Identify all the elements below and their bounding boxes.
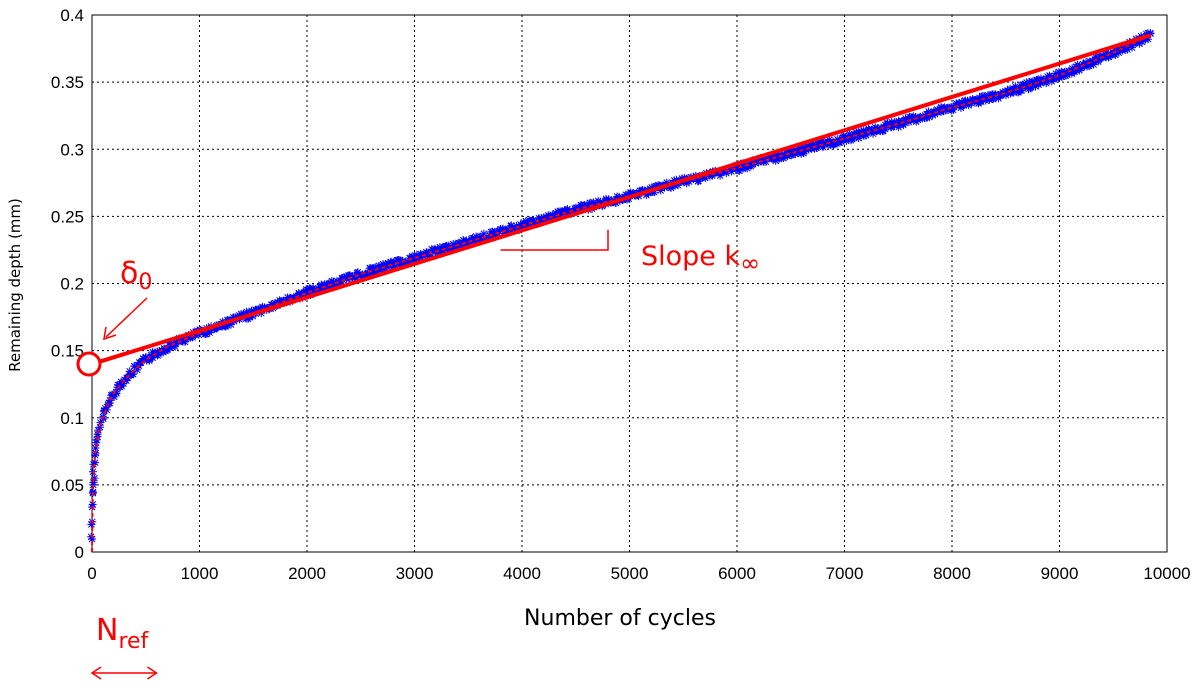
star-stroke (89, 481, 97, 489)
star-stroke (627, 189, 634, 196)
plot-frame (91, 14, 1168, 553)
star-stroke (1034, 76, 1041, 84)
star-stroke (128, 370, 136, 378)
y-tick-label: 0.15 (51, 342, 84, 361)
y-tick-label: 0 (75, 543, 84, 562)
y-axis-ticks: 0 0.05 0.1 0.15 0.2 0.25 0.3 0.35 0.4 (51, 6, 84, 562)
star-stroke (88, 521, 95, 528)
data-point (89, 480, 98, 489)
star-stroke (480, 230, 488, 238)
x-tick-label: 9000 (1041, 564, 1079, 583)
y-tick-label: 0.3 (60, 140, 84, 159)
x-tick-label: 6000 (718, 564, 756, 583)
star-stroke (489, 228, 496, 236)
x-tick-label: 1000 (181, 564, 219, 583)
star-stroke (91, 459, 99, 466)
y-tick-label: 0.2 (60, 275, 84, 294)
data-point (205, 328, 214, 337)
star-stroke (799, 143, 807, 151)
x-axis-ticks: 0 1000 2000 3000 4000 5000 6000 7000 8000 9000 100… (87, 564, 1190, 583)
x-tick-label: 10000 (1143, 564, 1190, 583)
y-tick-label: 0.1 (60, 409, 84, 428)
y-tick-label: 0.35 (51, 73, 84, 92)
star-stroke (92, 444, 99, 452)
x-tick-label: 8000 (933, 564, 971, 583)
y-tick-label: 0.4 (60, 6, 84, 25)
grid (92, 15, 1167, 552)
star-stroke (884, 119, 891, 127)
x-tick-label: 5000 (611, 564, 649, 583)
data-point (90, 474, 99, 483)
x-tick-label: 7000 (826, 564, 864, 583)
star-stroke (354, 268, 362, 276)
star-stroke (206, 329, 213, 337)
x-tick-label: 0 (87, 564, 96, 583)
data-point (91, 458, 100, 467)
star-stroke (94, 430, 101, 438)
x-tick-label: 3000 (396, 564, 434, 583)
y-tick-label: 0.25 (51, 207, 84, 226)
star-stroke (171, 343, 179, 351)
x-tick-label: 4000 (503, 564, 541, 583)
star-stroke (243, 308, 250, 316)
star-stroke (1012, 82, 1019, 90)
star-stroke (89, 501, 97, 508)
x-tick-label: 2000 (288, 564, 326, 583)
y-tick-label: 0.05 (51, 476, 84, 495)
star-stroke (860, 126, 868, 134)
